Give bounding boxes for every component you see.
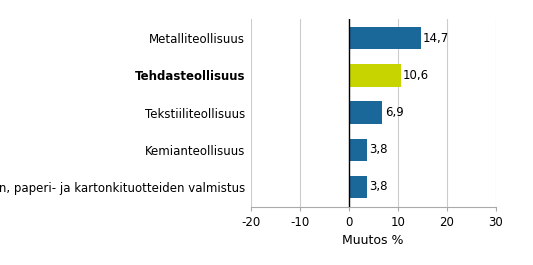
Bar [349,101,382,124]
Bar [349,176,367,198]
Text: 10,6: 10,6 [403,69,429,82]
Text: 14,7: 14,7 [423,32,449,45]
Text: 3,8: 3,8 [370,143,388,156]
Text: 3,8: 3,8 [370,180,388,193]
Text: 6,9: 6,9 [385,106,403,119]
Bar [349,139,367,161]
X-axis label: Muutos %: Muutos % [342,234,404,247]
Bar [349,27,421,49]
Bar [349,64,401,87]
